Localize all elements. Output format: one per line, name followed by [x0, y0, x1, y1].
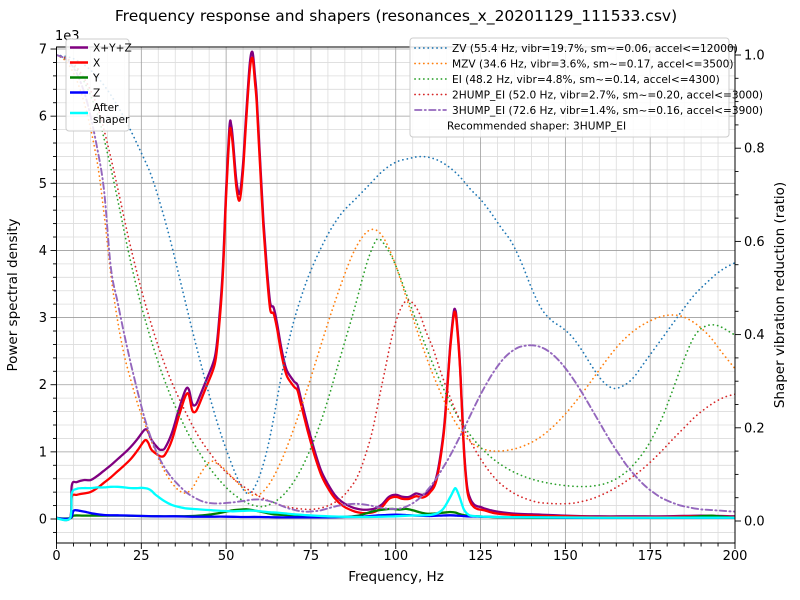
- y-right-tick-label: 0.8: [744, 142, 765, 157]
- y-left-axis-label: Power spectral density: [5, 218, 21, 371]
- series-3hump_ei-line: [56, 54, 735, 513]
- x-tick-labels: 0 25 50 75 100 125 150 175 200: [52, 549, 747, 564]
- legend-psd-label-after_shaper: shaper: [93, 114, 130, 126]
- x-tick-label: 125: [468, 549, 493, 564]
- x-tick-label: 25: [133, 549, 150, 564]
- y-right-tick-label: 0.6: [744, 235, 765, 250]
- x-axis-label: Frequency, Hz: [348, 569, 444, 585]
- legend-psd-label-xyz: X+Y+Z: [93, 42, 132, 54]
- legend-shapers-box: [409, 37, 730, 138]
- x-tick-label: 200: [723, 549, 748, 564]
- grid: [56, 47, 736, 543]
- x-tick-label: 50: [218, 549, 235, 564]
- legend-shapers-label-mzv: MZV (34.6 Hz, vibr=3.6%, sm~=0.17, accel…: [452, 58, 734, 70]
- legend-psd-label-after_shaper: After: [93, 102, 119, 114]
- y-right-axis-label: Shaper vibration reduction (ratio): [772, 182, 788, 408]
- x-tick-label: 0: [52, 549, 60, 564]
- y-left-tick-labels: 0 1 2 3 4 5 6 7: [39, 43, 47, 528]
- series-mzv-line: [56, 54, 735, 497]
- legend-shapers: ZV (55.4 Hz, vibr=19.7%, sm~=0.06, accel…: [409, 37, 763, 138]
- y-left-tick-label: 7: [39, 43, 47, 58]
- y-right-tick-label: 1.0: [744, 49, 765, 64]
- legend-shapers-label-zv: ZV (55.4 Hz, vibr=19.7%, sm~=0.06, accel…: [452, 43, 738, 55]
- y-right-tick-labels: 0.0 0.2 0.4 0.6 0.8 1.0: [744, 49, 765, 530]
- y-left-tick-label: 1: [39, 445, 47, 460]
- y-right-tick-label: 0.2: [744, 421, 765, 436]
- series-2hump_ei-line: [56, 54, 735, 511]
- x-tick-label: 100: [383, 549, 408, 564]
- data-series: [56, 50, 735, 522]
- x-tick-label: 75: [303, 549, 320, 564]
- y-left-tick-label: 5: [39, 177, 47, 192]
- legend-shapers-label-3hump_ei: 3HUMP_EI (72.6 Hz, vibr=1.4%, sm~=0.16, …: [452, 105, 763, 117]
- y-left-tick-label: 4: [39, 244, 47, 259]
- tick-marks: [50, 48, 741, 549]
- x-tick-label: 150: [553, 549, 578, 564]
- legend-shapers-label-ei: EI (48.2 Hz, vibr=4.8%, sm~=0.14, accel<…: [452, 74, 720, 86]
- y-left-tick-label: 6: [39, 110, 47, 125]
- legend-shapers-footer: Recommended shaper: 3HUMP_EI: [447, 120, 626, 132]
- grid-minor: [56, 47, 735, 543]
- legend-shapers-label-2hump_ei: 2HUMP_EI (52.0 Hz, vibr=2.7%, sm~=0.20, …: [452, 89, 763, 101]
- legend-psd-label-z: Z: [93, 87, 100, 99]
- y-right-tick-label: 0.0: [744, 515, 765, 530]
- y-left-tick-label: 0: [39, 513, 47, 528]
- y-left-tick-label: 3: [39, 311, 47, 326]
- series-after_shaper-line: [56, 485, 735, 522]
- y-left-tick-label: 2: [39, 378, 47, 393]
- chart-title: Frequency response and shapers (resonanc…: [115, 7, 677, 26]
- legend-psd-label-y: Y: [92, 72, 100, 84]
- axis-ticks: 0 25 50 75 100 125 150 175 200012345670.00.20.40…: [39, 43, 765, 564]
- x-tick-label: 175: [638, 549, 663, 564]
- y-right-tick-label: 0.4: [744, 328, 765, 343]
- legend-psd-label-x: X: [93, 57, 100, 69]
